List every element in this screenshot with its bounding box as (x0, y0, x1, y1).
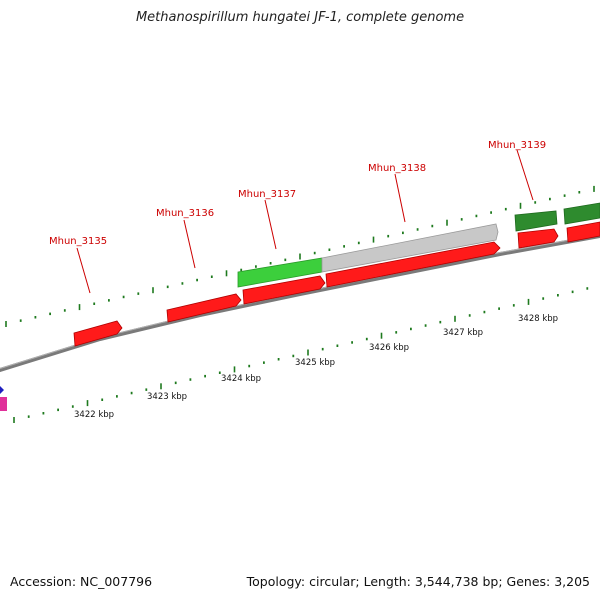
scale-label-3427: 3427 kbp (443, 328, 483, 338)
gene-label-mhun-3136: Mhun_3136 (156, 208, 214, 219)
scale-label-3422: 3422 kbp (74, 410, 114, 420)
gene-label-mhun-3139: Mhun_3139 (488, 140, 546, 151)
leader-line-mhun-3135 (76, 247, 91, 294)
scale-label-3425: 3425 kbp (295, 358, 335, 368)
leader-line-mhun-3139 (516, 149, 534, 201)
feature-magenta-edge (0, 397, 7, 411)
topology-text: Topology: circular; Length: 3,544,738 bp… (246, 574, 590, 589)
inner-tick-ring (13, 287, 589, 423)
feature-blue-edge (0, 386, 4, 394)
gene-mhun-3139 (517, 228, 559, 249)
scale-label-3424: 3424 kbp (221, 374, 261, 384)
scale-label-3428: 3428 kbp (518, 314, 558, 324)
gene-mhun-3140 (566, 221, 600, 243)
leader-line-mhun-3137 (264, 199, 277, 250)
gene-mhun-3138-forward (321, 223, 499, 273)
gene-mhun-3139-forward-a (514, 210, 558, 232)
outer-tick-ring (5, 185, 595, 327)
gene-mhun-3137 (242, 275, 326, 305)
gene-mhun-3135 (73, 320, 123, 347)
gene-label-mhun-3137: Mhun_3137 (238, 189, 296, 200)
gene-mhun-3139-forward-b (563, 202, 600, 225)
gene-mhun-3138 (325, 241, 501, 288)
scale-label-3426: 3426 kbp (369, 343, 409, 353)
scale-label-3423: 3423 kbp (147, 392, 187, 402)
leader-line-mhun-3136 (183, 219, 196, 269)
gene-mhun-3136 (166, 293, 242, 323)
leader-line-mhun-3138 (394, 173, 406, 223)
map-title: Methanospirillum hungatei JF-1, complete… (135, 10, 465, 25)
accession-text: Accession: NC_007796 (10, 574, 153, 589)
gene-label-mhun-3135: Mhun_3135 (49, 236, 107, 247)
gene-label-mhun-3138: Mhun_3138 (368, 163, 426, 174)
